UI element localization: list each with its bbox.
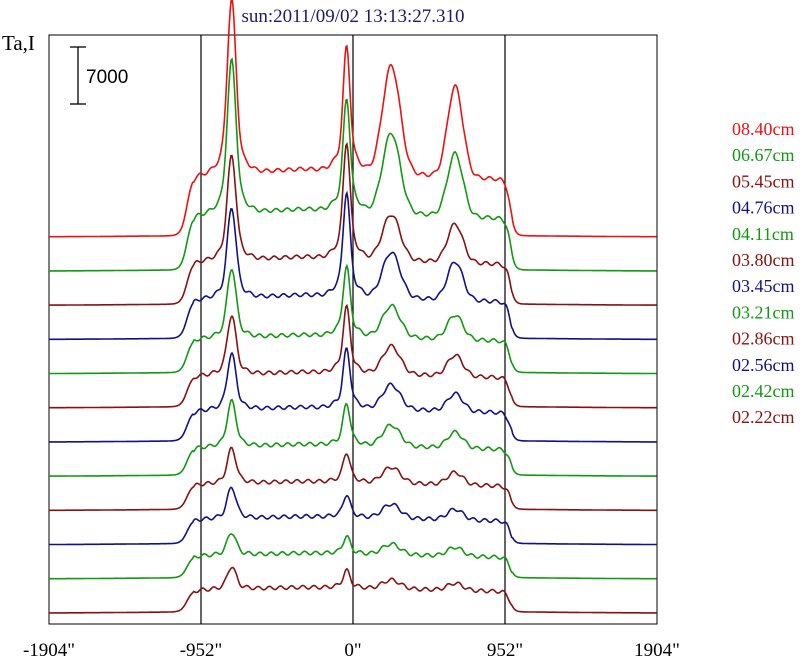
legend-entry-03.45cm: 03.45cm xyxy=(732,276,795,296)
series-line-03.21cm xyxy=(49,398,657,477)
legend-entry-02.56cm: 02.56cm xyxy=(732,355,795,375)
series-line-04.76cm xyxy=(49,190,657,341)
legend-entry-04.11cm: 04.11cm xyxy=(732,224,794,244)
series-line-06.67cm xyxy=(49,57,657,272)
x-tick-label-3: 952" xyxy=(487,640,523,661)
x-tick-label-4: 1904" xyxy=(634,640,680,661)
legend-entry-06.67cm: 06.67cm xyxy=(732,145,795,165)
series-line-03.45cm xyxy=(49,347,657,443)
legend-entry-08.40cm: 08.40cm xyxy=(732,119,795,139)
chart-title: sun:2011/09/02 13:13:27.310 xyxy=(241,6,464,27)
legend-entry-04.76cm: 04.76cm xyxy=(732,198,795,218)
series-line-08.40cm xyxy=(49,0,657,238)
x-tick-label-2: 0" xyxy=(344,640,361,661)
x-tick-label-1: -952" xyxy=(180,640,223,661)
legend-entry-02.42cm: 02.42cm xyxy=(732,381,795,401)
legend-entry-02.86cm: 02.86cm xyxy=(732,329,795,349)
series-line-02.86cm xyxy=(49,446,657,512)
series-line-04.11cm xyxy=(49,263,657,375)
y-axis-label: Ta,I xyxy=(2,31,35,55)
legend-entry-03.80cm: 03.80cm xyxy=(732,250,795,270)
legend-entry-02.22cm: 02.22cm xyxy=(732,407,795,427)
series-line-05.45cm xyxy=(49,141,657,306)
series-line-02.42cm xyxy=(49,533,657,580)
scale-bar-label: 7000 xyxy=(86,67,128,88)
legend-entry-03.21cm: 03.21cm xyxy=(732,302,795,322)
scale-bar: 7000 xyxy=(70,46,128,105)
series-line-02.56cm xyxy=(49,486,657,546)
x-tick-labels: -1904" -952" 0" 952" 1904" xyxy=(23,640,680,661)
legend-entry-05.45cm: 05.45cm xyxy=(732,171,795,191)
legend: 08.40cm 06.67cm 05.45cm 04.76cm 04.11cm 03.80… xyxy=(732,119,795,427)
x-tick-label-0: -1904" xyxy=(23,640,75,661)
series-line-03.80cm xyxy=(49,303,657,409)
series-curves xyxy=(49,0,657,614)
series-line-02.22cm xyxy=(49,566,657,614)
vertical-lines xyxy=(200,35,506,624)
